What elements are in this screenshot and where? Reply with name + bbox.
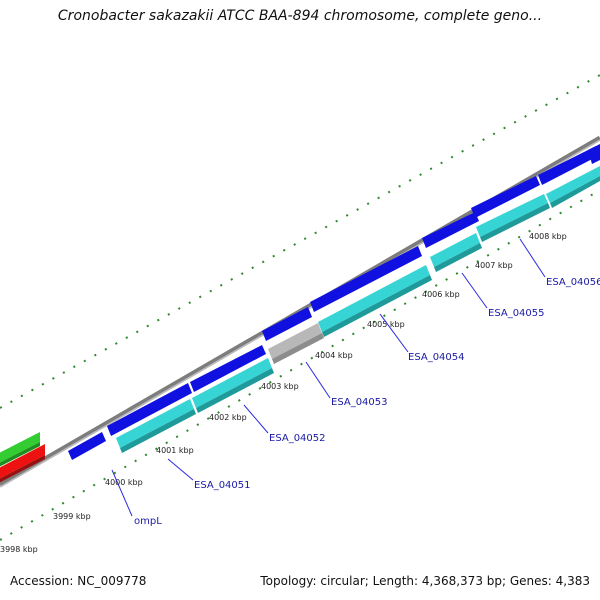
kbp-label: 4005 kbp (367, 320, 405, 329)
cds-forward[interactable] (471, 176, 540, 218)
leader-line (519, 238, 546, 278)
kbp-label: 4004 kbp (315, 351, 353, 360)
cds-forward[interactable] (262, 307, 312, 341)
cds-forward[interactable] (538, 146, 600, 185)
cds-reverse-shadow (550, 176, 600, 208)
cds-reverse-shadow (196, 368, 274, 413)
genome-summary: Topology: circular; Length: 4,368,373 bp… (260, 574, 590, 588)
cds-reverse-shadow (322, 275, 432, 337)
leader-line (167, 458, 194, 481)
cds-other[interactable] (268, 323, 322, 359)
kbp-label: 4001 kbp (156, 446, 194, 455)
cds-reverse[interactable] (192, 358, 272, 408)
cds-forward[interactable] (422, 212, 479, 248)
leader-line (243, 404, 269, 434)
cds-forward[interactable] (68, 432, 106, 460)
cds-forward[interactable] (310, 246, 422, 312)
cds-reverse[interactable] (476, 194, 548, 237)
gene-labels: ompL ESA_04051 ESA_04052 ESA_04053 ESA_0… (134, 277, 600, 527)
accession-label: Accession: NC_009778 (10, 574, 147, 588)
cds-reverse[interactable] (318, 265, 430, 332)
kbp-label: 3998 kbp (0, 545, 38, 554)
kbp-labels: 3998 kbp 3999 kbp 4000 kbp 4001 kbp 4002… (0, 232, 567, 554)
kbp-label: 4002 kbp (209, 413, 247, 422)
cds-reverse[interactable] (116, 399, 194, 448)
cds-forward[interactable] (588, 144, 600, 164)
kbp-label: 4006 kbp (422, 290, 460, 299)
cds-forward[interactable] (190, 345, 266, 392)
cds-other-shadow (272, 333, 324, 364)
kbp-label: 4003 kbp (261, 382, 299, 391)
cds-forward[interactable] (107, 383, 192, 436)
green-feature-shadow (0, 442, 40, 467)
cds-reverse-shadow (480, 203, 550, 242)
cds-reverse[interactable] (430, 233, 480, 267)
gene-label-esa-04054[interactable]: ESA_04054 (408, 352, 465, 363)
kbp-label: 4008 kbp (529, 232, 567, 241)
gene-label-esa-04051[interactable]: ESA_04051 (194, 480, 251, 491)
inner-tick-track (0, 189, 600, 541)
green-feature[interactable] (0, 432, 40, 465)
kbp-label: 4007 kbp (475, 261, 513, 270)
leader-line (379, 313, 409, 353)
kbp-label: 3999 kbp (53, 512, 91, 521)
cds-reverse[interactable] (546, 166, 600, 203)
leader-line (111, 469, 133, 517)
forward-cds-track (68, 144, 600, 460)
gene-label-esa-04053[interactable]: ESA_04053 (331, 397, 388, 408)
cds-reverse-shadow (120, 409, 196, 453)
map-title: Cronobacter sakazakii ATCC BAA-894 chrom… (57, 8, 543, 24)
gene-label-esa-04052[interactable]: ESA_04052 (269, 433, 326, 444)
red-feature-shadow (0, 455, 45, 483)
leader-line (461, 272, 488, 309)
kbp-label: 4000 kbp (105, 478, 143, 487)
cds-reverse-shadow (434, 243, 482, 272)
gene-label-lines (111, 238, 546, 517)
gene-label-esa-04056[interactable]: ESA_04056 (546, 277, 600, 288)
gene-label-esa-04055[interactable]: ESA_04055 (488, 308, 545, 319)
red-feature[interactable] (0, 444, 45, 481)
reverse-cds-track (116, 166, 600, 453)
leader-line (305, 361, 331, 399)
outer-tick-track (0, 74, 600, 409)
gene-label-ompl[interactable]: ompL (134, 516, 162, 527)
